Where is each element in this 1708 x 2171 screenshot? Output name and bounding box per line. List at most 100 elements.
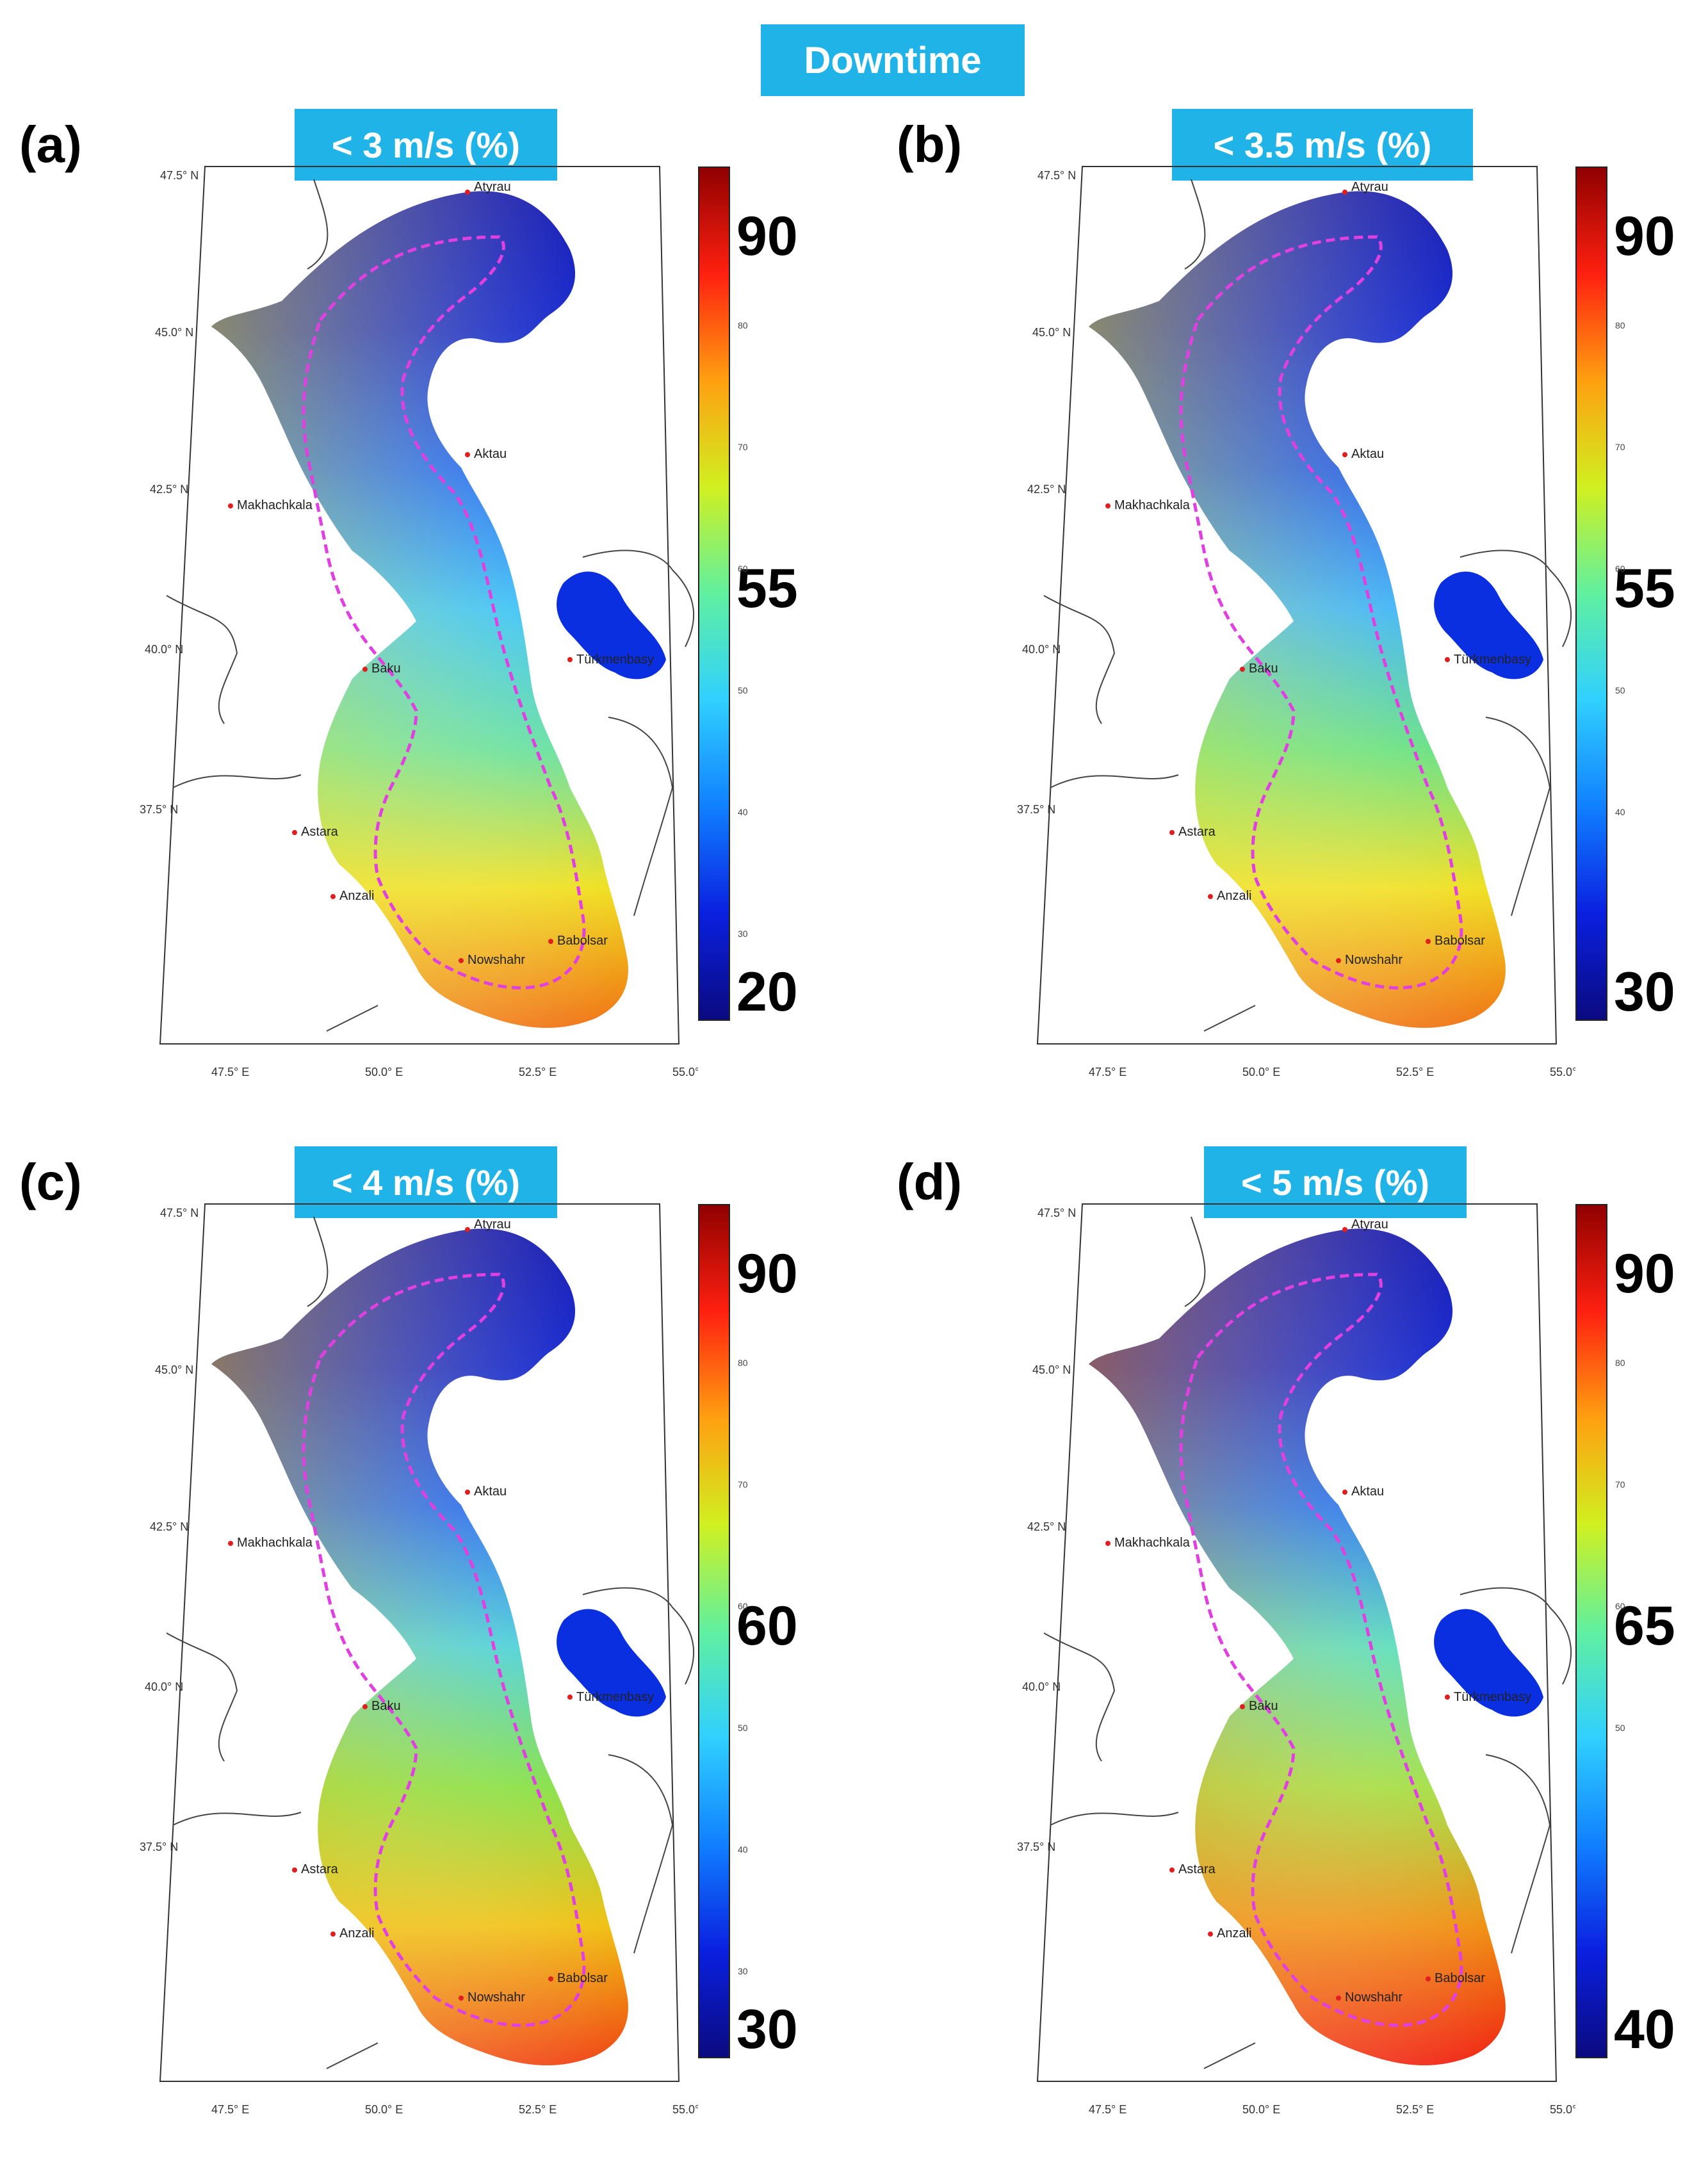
city-label: Atyrau (1351, 180, 1388, 194)
lon-tick-label: 55.0° E (672, 2103, 698, 2116)
city-label: Türkmenbasy (576, 1690, 654, 1704)
lat-tick-label: 37.5° N (140, 1841, 178, 1853)
lat-tick-label: 47.5° N (1037, 1207, 1076, 1219)
lat-tick-label: 45.0° N (155, 326, 193, 339)
city-label: Makhachkala (237, 498, 313, 512)
city-marker (465, 452, 470, 457)
city-label: Anzali (339, 889, 374, 903)
city-label: Baku (371, 662, 401, 676)
city-marker (1336, 1996, 1341, 2001)
map-frame (1036, 166, 1558, 1045)
panel-d: (d) < 5 m/s (%) 47.5° N 45.0° N 42.5° N 40.0°… (897, 1146, 1708, 2171)
lon-tick-label: 55.0° E (1550, 2103, 1575, 2116)
colorbar-minor-tick: 60 (1615, 564, 1625, 574)
lat-tick-label: 37.5° N (1017, 1841, 1055, 1853)
city-label: Aktau (1351, 1484, 1384, 1499)
lon-tick-label: 50.0° E (365, 1066, 403, 1078)
city-marker (1208, 894, 1213, 899)
colorbar-minor-tick: 70 (738, 442, 748, 452)
lat-tick-label: 47.5° N (1037, 169, 1076, 182)
city-marker (1169, 1867, 1175, 1873)
map-canvas: 47.5° N 45.0° N 42.5° N 40.0° N 37.5° N 47.5°… (1017, 166, 1575, 1078)
panel-b: (b) < 3.5 m/s (%) 47.5° N 45.0° N 42.5° N 40.… (897, 109, 1708, 1134)
lat-tick-label: 40.0° N (1022, 643, 1061, 656)
city-label: Baku (371, 1699, 401, 1713)
city-marker (1105, 1541, 1110, 1546)
city-label: Atyrau (1351, 1217, 1388, 1232)
colorbar-major-tick: 55 (736, 558, 798, 619)
garabogazkol-gulf (1434, 1609, 1543, 1717)
garabogazkol-gulf (1434, 571, 1543, 679)
map-frame (159, 1203, 680, 2082)
lon-tick-label: 50.0° E (1242, 2103, 1280, 2116)
city-label: Baku (1249, 1699, 1278, 1713)
city-marker (459, 1996, 464, 2001)
lat-tick-label: 42.5° N (1027, 1520, 1066, 1533)
city-label: Aktau (474, 1484, 507, 1499)
city-label: Astara (301, 825, 339, 839)
colorbar-minor-tick: 70 (1615, 442, 1625, 452)
map-canvas: 47.5° N 45.0° N 42.5° N 40.0° N 37.5° N 47.5°… (1017, 1203, 1575, 2116)
city-label: Aktau (1351, 447, 1384, 461)
city-label: Nowshahr (1345, 1990, 1403, 2004)
colorbar (1575, 167, 1607, 1021)
city-label: Makhachkala (1114, 498, 1191, 512)
panel-label: (b) (897, 116, 963, 173)
panel-c: (c) < 4 m/s (%) 47.5° N 45.0° N 42.5° N 40.0°… (19, 1146, 845, 2171)
lat-tick-label: 45.0° N (1032, 326, 1071, 339)
city-marker (1342, 1490, 1347, 1495)
depth-contour (1179, 235, 1463, 990)
city-marker (1426, 1976, 1431, 1981)
lat-tick-label: 47.5° N (160, 1207, 199, 1219)
city-marker (465, 190, 470, 195)
lat-tick-label: 40.0° N (1022, 1680, 1061, 1693)
lon-tick-label: 47.5° E (211, 1066, 249, 1078)
city-marker (567, 1695, 573, 1700)
city-label: Aktau (474, 447, 507, 461)
city-marker (567, 657, 573, 662)
colorbar-minor-tick: 30 (738, 1966, 748, 1976)
city-marker (1445, 657, 1450, 662)
city-marker (1342, 1227, 1347, 1232)
city-label: Atyrau (474, 1217, 511, 1232)
colorbar-major-tick: 30 (736, 1999, 798, 2060)
city-marker (1240, 667, 1245, 672)
city-marker (292, 1867, 297, 1873)
colorbar-major-tick: 90 (1614, 1243, 1675, 1305)
colorbar (698, 167, 730, 1021)
colorbar-minor-tick: 70 (738, 1479, 748, 1490)
city-marker (548, 1976, 553, 1981)
colorbar-minor-tick: 50 (738, 1723, 748, 1733)
city-marker (1240, 1704, 1245, 1709)
city-marker (548, 939, 553, 944)
lat-tick-label: 37.5° N (1017, 803, 1055, 816)
lat-tick-label: 45.0° N (155, 1363, 193, 1376)
city-label: Astara (1178, 1862, 1216, 1876)
colorbar-minor-tick: 80 (1615, 1358, 1625, 1368)
panel-subtitle: < 3 m/s (%) (295, 109, 557, 181)
city-marker (1426, 939, 1431, 944)
colorbar-major-tick: 30 (1614, 961, 1675, 1023)
city-marker (465, 1227, 470, 1232)
city-marker (1342, 452, 1347, 457)
lon-tick-label: 52.5° E (519, 2103, 557, 2116)
lat-tick-label: 42.5° N (150, 483, 188, 496)
map-frame (1036, 1203, 1558, 2082)
colorbar-minor-tick: 70 (1615, 1479, 1625, 1490)
lat-tick-label: 47.5° N (160, 169, 199, 182)
panel-subtitle: < 5 m/s (%) (1204, 1146, 1467, 1218)
panel-a: (a) < 3 m/s (%) 47.5° N 45.0° N 42.5° N 40.0°… (19, 109, 845, 1134)
lat-tick-label: 42.5° N (1027, 483, 1066, 496)
colorbar-minor-tick: 80 (738, 1358, 748, 1368)
lon-tick-label: 52.5° E (1396, 1066, 1434, 1078)
lon-tick-label: 50.0° E (1242, 1066, 1280, 1078)
colorbar-major-tick: 60 (736, 1595, 798, 1657)
colorbar-minor-tick: 40 (738, 1844, 748, 1855)
city-label: Atyrau (474, 180, 511, 194)
city-label: Türkmenbasy (1454, 653, 1531, 667)
city-label: Türkmenbasy (1454, 1690, 1531, 1704)
colorbar-major-tick: 55 (1614, 558, 1675, 619)
city-marker (228, 503, 233, 508)
colorbar-minor-tick: 40 (738, 807, 748, 817)
colorbar-minor-tick: 40 (1615, 807, 1625, 817)
